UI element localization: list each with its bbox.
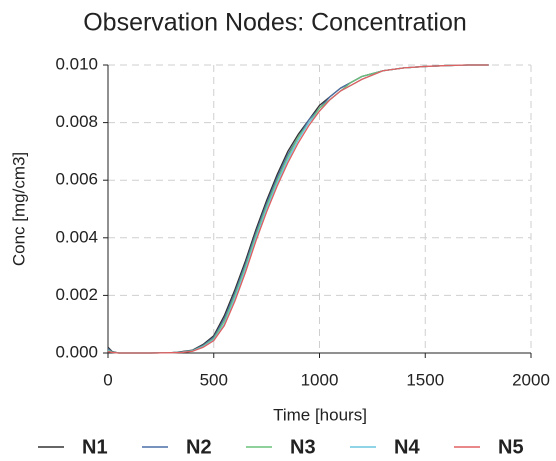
x-tick-label: 1000 — [301, 370, 339, 389]
y-axis-label: Conc [mg/cm3] — [9, 152, 28, 266]
chart-title: Observation Nodes: Concentration — [83, 9, 467, 37]
legend-label: N1 — [82, 436, 108, 458]
series-line — [107, 64, 489, 354]
y-tick-label: 0.000 — [55, 342, 98, 361]
series-line — [107, 64, 489, 354]
x-tick-label: 1500 — [406, 370, 444, 389]
x-axis-label: Time [hours] — [273, 405, 367, 424]
x-tick-label: 0 — [103, 370, 112, 389]
y-tick-label: 0.008 — [55, 112, 98, 131]
legend-label: N5 — [498, 436, 524, 458]
y-tick-label: 0.006 — [55, 170, 98, 189]
legend-label: N3 — [290, 436, 316, 458]
series-line — [107, 64, 489, 354]
series-line — [107, 64, 489, 354]
y-tick-label: 0.004 — [55, 227, 98, 246]
y-tick-label: 0.010 — [55, 54, 98, 73]
series-line — [107, 64, 489, 354]
x-tick-label: 2000 — [512, 370, 550, 389]
legend-label: N4 — [394, 436, 420, 458]
y-tick-label: 0.002 — [55, 285, 98, 304]
x-tick-label: 500 — [200, 370, 228, 389]
legend-label: N2 — [186, 436, 212, 458]
